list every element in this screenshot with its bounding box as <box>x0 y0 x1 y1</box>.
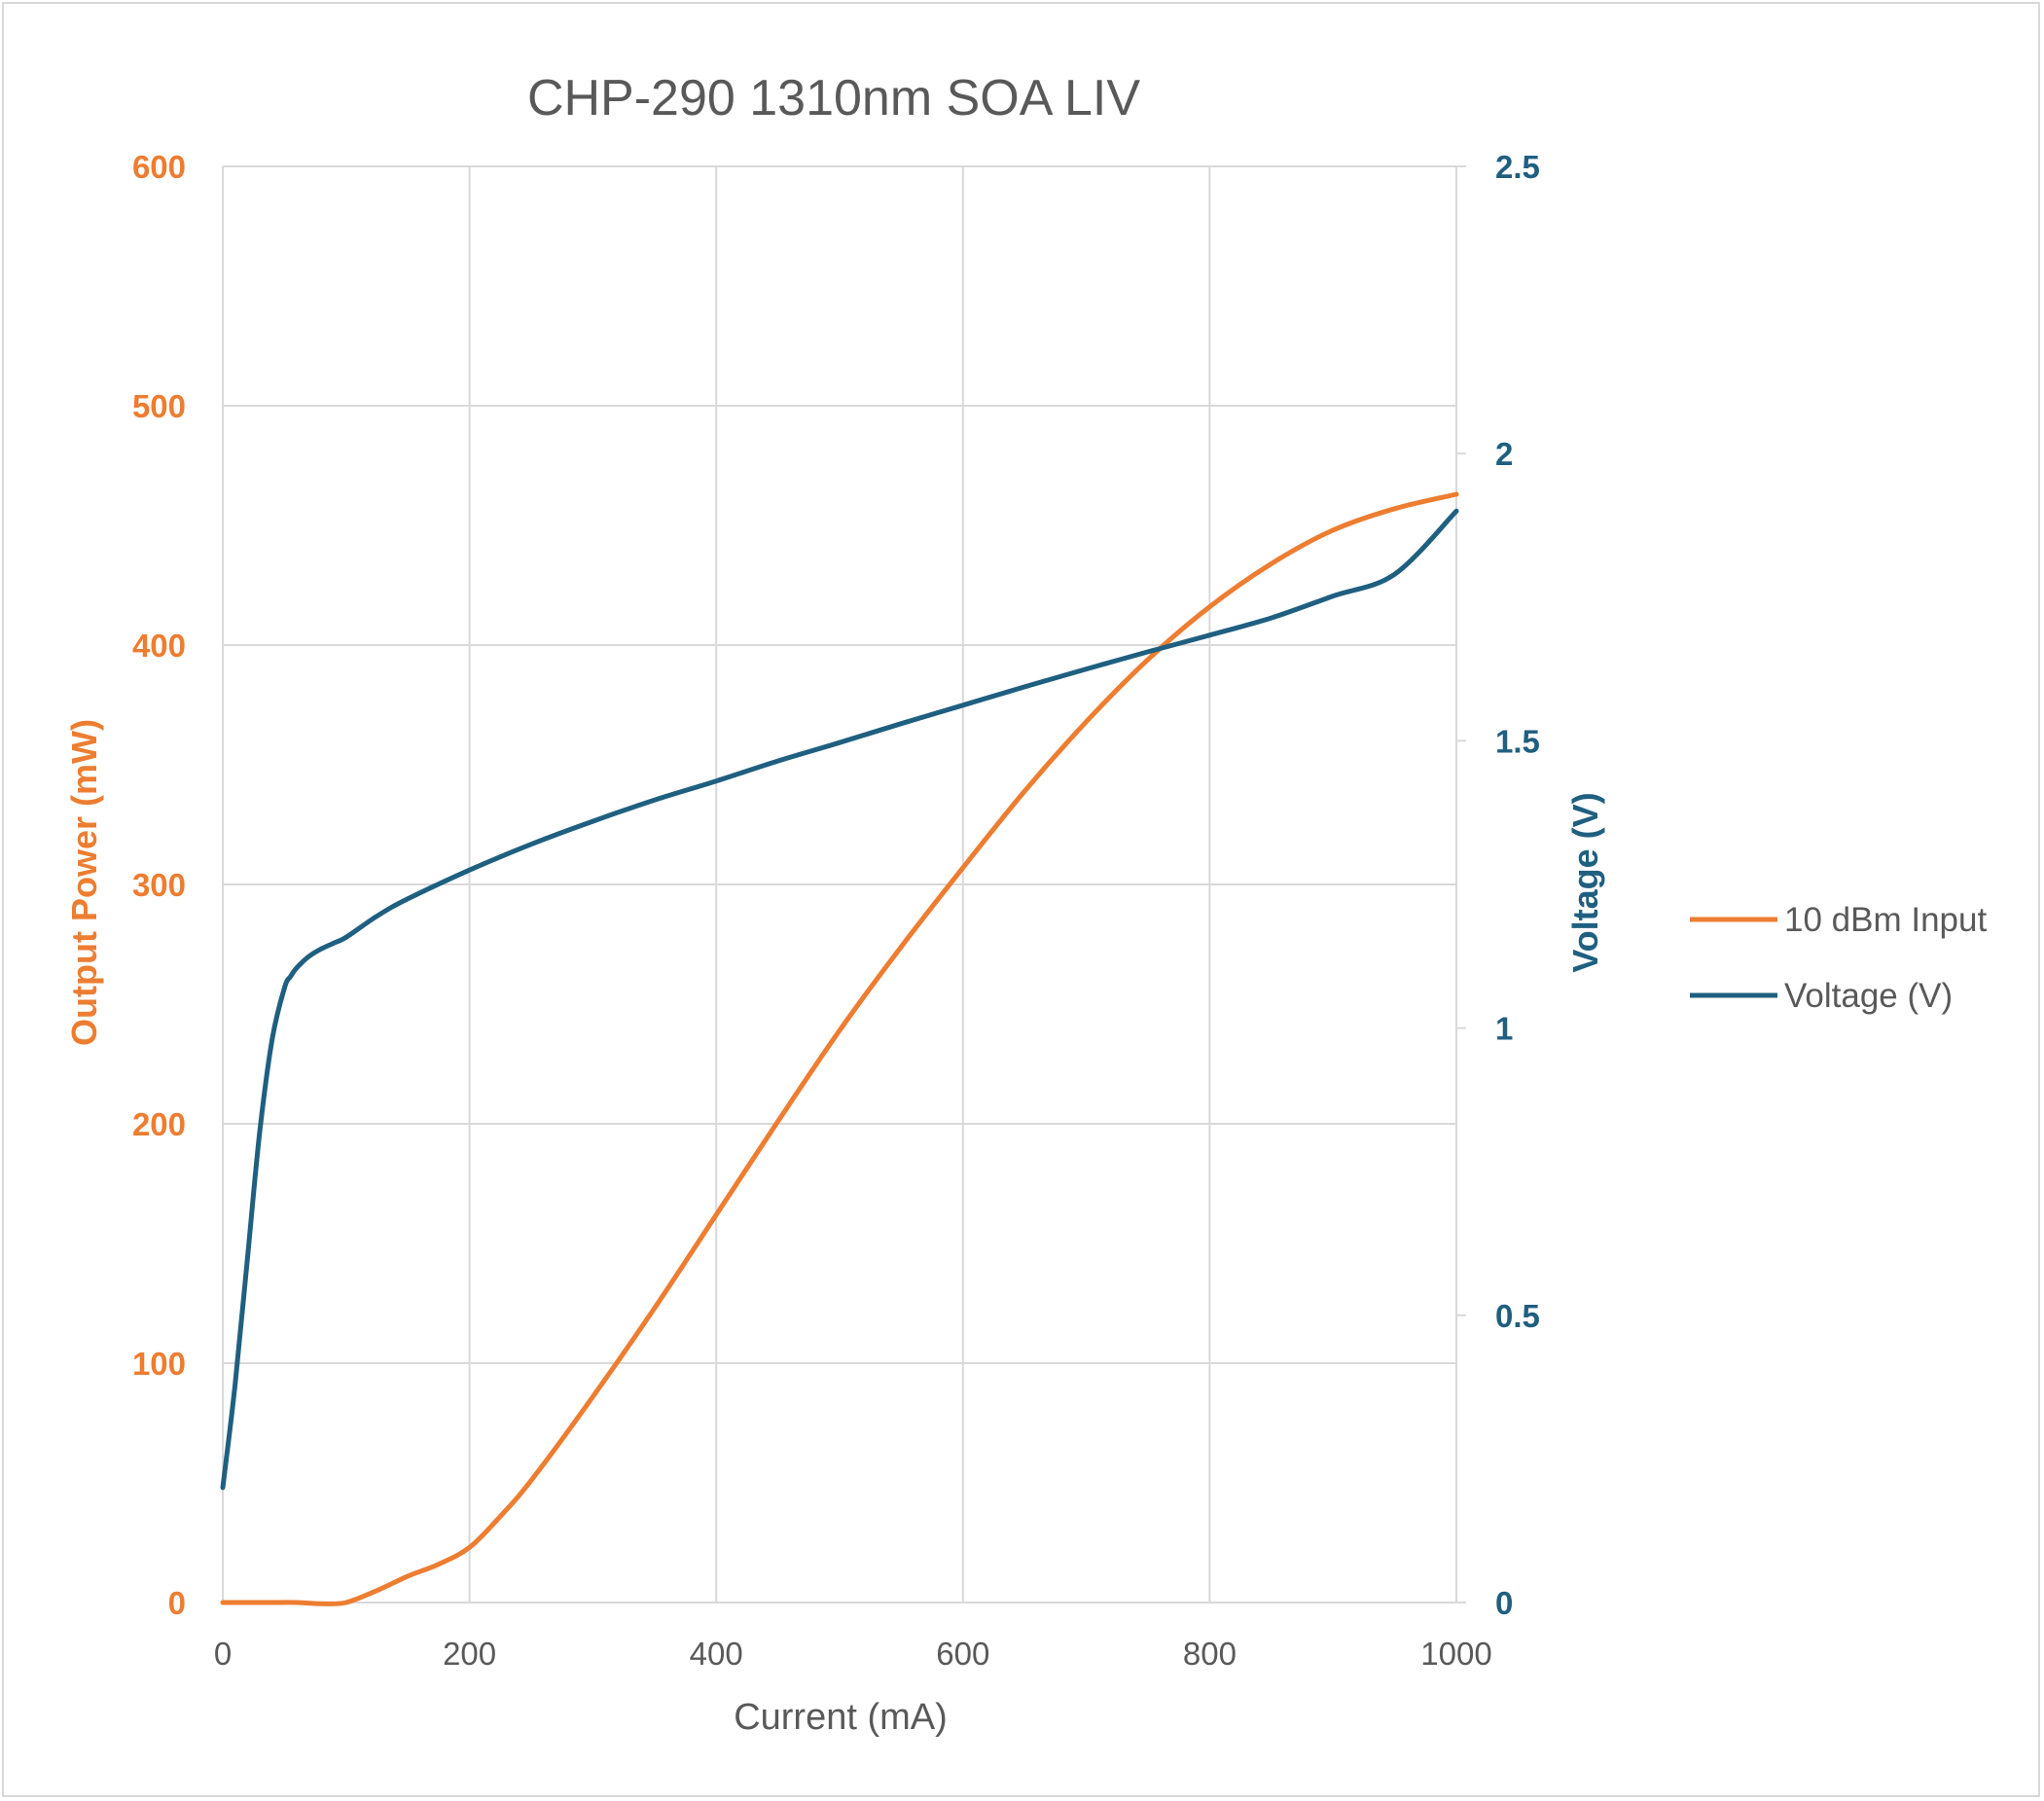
y-axis-title: Output Power (mW) <box>64 719 104 1046</box>
y2-tick-label: 2.5 <box>1495 149 1540 185</box>
y-tick-label: 400 <box>132 628 186 664</box>
y-tick-label: 200 <box>132 1106 186 1142</box>
y-tick-label: 0 <box>168 1585 186 1621</box>
x-axis-title: Current (mA) <box>734 1697 948 1738</box>
series-line-power <box>220 491 1459 1606</box>
y2-tick-label: 1 <box>1495 1011 1513 1047</box>
y2-tick-label: 0.5 <box>1495 1298 1540 1334</box>
x-tick-label: 0 <box>214 1636 232 1672</box>
chart-title: CHP-290 1310nm SOA LIV <box>527 70 1140 126</box>
x-tick-label: 800 <box>1183 1636 1237 1672</box>
y-tick-label: 100 <box>132 1346 186 1382</box>
y-tick-label: 300 <box>132 867 186 903</box>
legend: 10 dBm Input Voltage (V) <box>1690 901 1987 1015</box>
legend-item-voltage: Voltage (V) <box>1690 977 1953 1015</box>
x-tick-label: 600 <box>936 1636 989 1672</box>
y2-tick-label: 1.5 <box>1495 723 1540 759</box>
series-line-voltage <box>220 508 1459 1491</box>
y2-tick-label: 0 <box>1495 1585 1513 1621</box>
y-tick-label: 600 <box>132 149 186 185</box>
x-tick-label: 400 <box>690 1636 743 1672</box>
x-tick-label: 200 <box>443 1636 496 1672</box>
y2-tick-label: 2 <box>1495 436 1513 472</box>
y2-axis-title: Voltage (V) <box>1565 792 1605 972</box>
y-tick-label: 500 <box>132 388 186 424</box>
series-lines <box>220 491 1459 1606</box>
axes <box>222 165 1466 1603</box>
x-tick-label: 1000 <box>1420 1636 1491 1672</box>
legend-item-power: 10 dBm Input <box>1690 901 1987 939</box>
legend-label-power: 10 dBm Input <box>1784 901 1987 939</box>
grid-lines <box>223 165 1456 1603</box>
legend-label-voltage: Voltage (V) <box>1784 977 1953 1015</box>
